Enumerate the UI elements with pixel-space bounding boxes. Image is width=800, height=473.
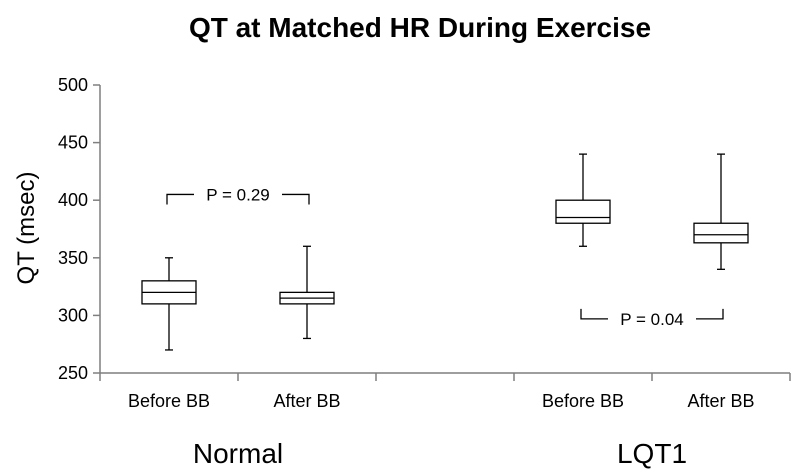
bracket-right <box>696 308 724 320</box>
bracket-left <box>166 193 194 205</box>
y-axis-label: QT (msec) <box>13 172 40 285</box>
p-value-bracket: P = 0.04 <box>580 308 724 329</box>
p-value-bracket: P = 0.29 <box>166 185 310 205</box>
group-label: Normal <box>193 438 283 469</box>
p-value-label: P = 0.29 <box>206 185 270 204</box>
axes <box>99 85 791 381</box>
category-label: Before BB <box>542 391 624 411</box>
category-label: After BB <box>273 391 340 411</box>
box-plot <box>555 153 611 247</box>
p-value-label: P = 0.04 <box>620 310 684 329</box>
bracket-right <box>282 193 310 205</box>
y-ticks: 250 300 350 400 450 500 <box>58 75 100 383</box>
box-plot <box>279 245 335 340</box>
y-tick-label: 300 <box>58 305 88 325</box>
category-labels: Before BB After BB Normal Before BB After BB… <box>128 391 755 469</box>
box-plot <box>693 153 749 270</box>
annotations: P = 0.29 P = 0.04 <box>166 185 724 329</box>
y-tick-label: 250 <box>58 363 88 383</box>
category-label: Before BB <box>128 391 210 411</box>
iqr-box <box>555 199 611 224</box>
y-tick-label: 350 <box>58 248 88 268</box>
iqr-box <box>693 222 749 244</box>
box-plot <box>141 257 197 351</box>
y-tick-label: 500 <box>58 75 88 95</box>
category-label: After BB <box>687 391 754 411</box>
bracket-left <box>580 308 608 320</box>
group-label: LQT1 <box>617 438 687 469</box>
y-tick-label: 450 <box>58 133 88 153</box>
y-tick-label: 400 <box>58 190 88 210</box>
boxes <box>141 153 749 351</box>
chart-title: QT at Matched HR During Exercise <box>189 12 651 43</box>
